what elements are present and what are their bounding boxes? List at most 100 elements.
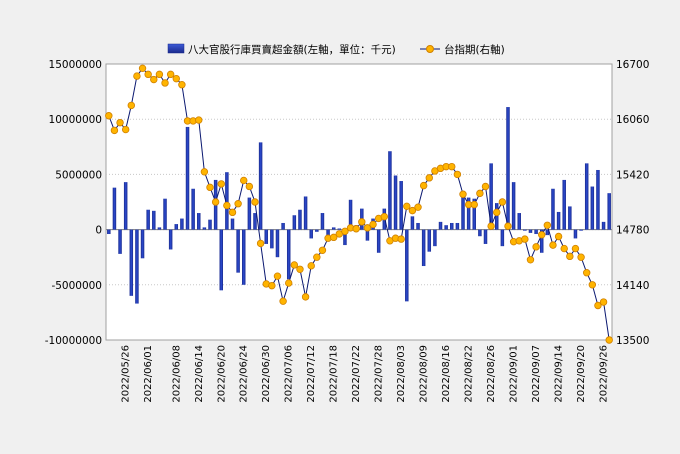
x-tick-label: 2022/05/26 [121, 345, 132, 403]
x-tick-label: 2022/06/20 [216, 345, 227, 403]
index-point-10 [161, 79, 169, 87]
bar-31 [281, 222, 285, 230]
index-point-12 [172, 74, 180, 83]
x-tick-label: 2022/09/26 [599, 345, 610, 403]
index-point-66 [476, 189, 484, 198]
bar-72 [511, 182, 516, 230]
bar-5 [135, 229, 139, 304]
index-point-47 [369, 220, 377, 229]
bar-77 [539, 229, 544, 253]
index-point-16 [195, 116, 203, 124]
right-tick-label: 16060 [616, 114, 649, 126]
bar-79 [551, 188, 555, 230]
bar-25 [247, 197, 252, 230]
index-point-55 [414, 203, 422, 211]
bar-57 [427, 229, 432, 252]
index-point-31 [279, 297, 287, 305]
right-tick-label: 13500 [616, 335, 649, 347]
bar-46 [365, 229, 370, 241]
index-point-77 [538, 231, 546, 239]
index-point-89 [605, 336, 613, 344]
bar-52 [399, 181, 403, 230]
bar-29 [270, 229, 274, 249]
index-point-84 [577, 253, 585, 261]
index-point-87 [594, 301, 602, 310]
index-point-56 [419, 181, 428, 190]
bar-32 [286, 229, 291, 280]
index-point-85 [583, 269, 591, 277]
index-point-37 [313, 253, 321, 261]
bar-13 [180, 218, 184, 230]
index-point-71 [504, 222, 512, 230]
index-point-83 [571, 244, 580, 253]
bar-37 [315, 229, 319, 232]
bar-43 [348, 199, 353, 230]
bar-87 [596, 169, 600, 230]
bar-71 [506, 107, 510, 230]
index-point-61 [448, 162, 456, 171]
index-point-40 [330, 233, 338, 242]
index-point-30 [273, 272, 282, 280]
index-point-34 [296, 265, 304, 273]
bar-1 [112, 187, 117, 230]
right-tick-label: 14140 [616, 280, 649, 292]
bar-8 [152, 210, 156, 230]
index-point-57 [425, 174, 433, 182]
bar-7 [146, 209, 150, 230]
bar-73 [517, 213, 521, 230]
index-point-2 [116, 118, 124, 127]
bar-60 [444, 225, 448, 230]
bar-59 [438, 221, 443, 230]
index-point-68 [487, 222, 495, 230]
right-tick-label: 16700 [616, 59, 649, 71]
bar-21 [225, 172, 229, 230]
index-point-69 [493, 208, 501, 217]
legend-bar-label: 八大官股行庫買賣超金額(左軸，單位：千元) [188, 43, 396, 56]
left-tick-label: -5000000 [51, 280, 102, 292]
bar-68 [489, 163, 493, 230]
bar-67 [483, 229, 488, 244]
bar-26 [253, 213, 257, 230]
bar-78 [545, 229, 550, 236]
legend-line-marker [426, 45, 434, 53]
bar-18 [208, 219, 212, 230]
index-point-21 [223, 201, 231, 210]
index-point-9 [155, 70, 164, 79]
legend: 八大官股行庫買賣超金額(左軸，單位：千元) 台指期(右軸) [167, 43, 505, 56]
bar-38 [320, 213, 325, 230]
index-point-88 [599, 298, 608, 306]
index-point-18 [206, 183, 214, 192]
index-point-27 [256, 239, 265, 248]
index-point-26 [251, 198, 259, 206]
index-point-19 [211, 198, 220, 206]
index-point-44 [352, 225, 360, 233]
bar-56 [421, 229, 426, 267]
x-tick-label: 2022/07/22 [351, 345, 362, 403]
index-point-29 [268, 281, 276, 290]
bar-6 [140, 229, 145, 259]
bar-35 [303, 196, 308, 230]
index-point-76 [532, 243, 540, 251]
index-point-46 [363, 224, 372, 232]
bar-42 [343, 229, 347, 246]
index-point-49 [380, 212, 388, 221]
index-point-33 [290, 261, 299, 269]
x-tick-label: 2022/08/09 [419, 345, 430, 403]
index-point-62 [453, 170, 462, 179]
index-point-0 [105, 112, 113, 120]
legend-line-label: 台指期(右軸) [444, 43, 505, 56]
left-tick-label: 15000000 [49, 59, 102, 71]
index-point-17 [200, 168, 209, 176]
bar-55 [416, 222, 420, 230]
index-point-4 [127, 101, 135, 110]
legend-bar-swatch [167, 43, 185, 54]
bar-12 [174, 224, 179, 230]
x-tick-label: 2022/08/26 [486, 345, 497, 403]
bar-14 [185, 126, 190, 230]
x-tick-label: 2022/07/18 [329, 345, 340, 403]
index-point-86 [588, 281, 597, 289]
index-point-53 [403, 202, 411, 211]
bar-58 [433, 229, 437, 247]
bar-81 [562, 179, 566, 230]
